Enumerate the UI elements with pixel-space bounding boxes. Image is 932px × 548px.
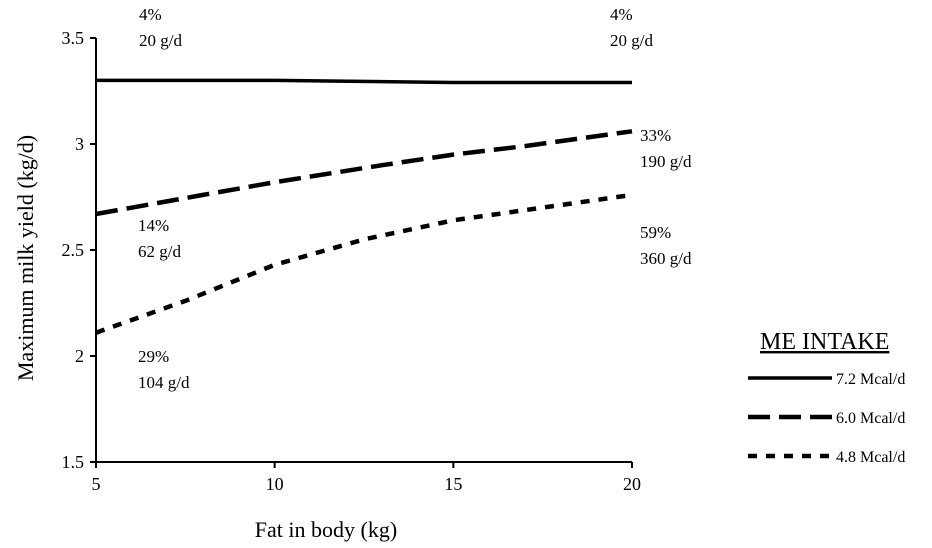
y-tick-label: 2 <box>75 346 84 366</box>
annotation-label: 29% <box>138 347 169 366</box>
x-axis-title: Fat in body (kg) <box>255 517 397 542</box>
annotation-label: 104 g/d <box>138 373 190 392</box>
series-line-2 <box>95 129 633 217</box>
series-line-1 <box>96 78 632 85</box>
annotation-label: 4% <box>610 5 633 24</box>
x-ticks: 5 10 15 20 <box>92 462 641 494</box>
legend-label: 7.2 Mcal/d <box>836 371 905 388</box>
legend-label: 6.0 Mcal/d <box>836 410 905 427</box>
annotation-label: 190 g/d <box>640 152 692 171</box>
annotation-label: 33% <box>640 126 671 145</box>
series-line-3 <box>95 192 633 335</box>
x-tick-label: 5 <box>92 474 101 494</box>
y-tick-label: 3.5 <box>62 28 85 48</box>
annotation-layer: 4% 20 g/d 4% 20 g/d 33% 190 g/d 14% 62 g/d 59% 36… <box>138 5 692 392</box>
annotation-label: 14% <box>138 216 169 235</box>
x-tick-label: 20 <box>623 474 641 494</box>
annotation-label: 360 g/d <box>640 249 692 268</box>
legend: ME INTAKE 7.2 Mcal/d 6.0 Mcal/d 4.8 Mcal/d <box>748 329 905 466</box>
y-tick-label: 2.5 <box>62 240 85 260</box>
legend-items: 7.2 Mcal/d 6.0 Mcal/d 4.8 Mcal/d <box>748 371 905 466</box>
x-tick-label: 15 <box>444 474 462 494</box>
legend-title: ME INTAKE <box>760 329 889 355</box>
y-tick-label: 3 <box>75 134 84 154</box>
y-axis-title: Maximum milk yield (kg/d) <box>13 135 38 381</box>
annotation-label: 4% <box>139 5 162 24</box>
legend-label: 4.8 Mcal/d <box>836 449 905 466</box>
annotation-label: 20 g/d <box>139 31 182 50</box>
annotation-label: 20 g/d <box>610 31 653 50</box>
series-layer <box>95 78 633 335</box>
y-ticks: 1.5 2 2.5 3 3.5 <box>62 28 96 472</box>
annotation-label: 59% <box>640 223 671 242</box>
annotation-label: 62 g/d <box>138 242 181 261</box>
y-tick-label: 1.5 <box>62 452 85 472</box>
x-tick-label: 10 <box>266 474 284 494</box>
